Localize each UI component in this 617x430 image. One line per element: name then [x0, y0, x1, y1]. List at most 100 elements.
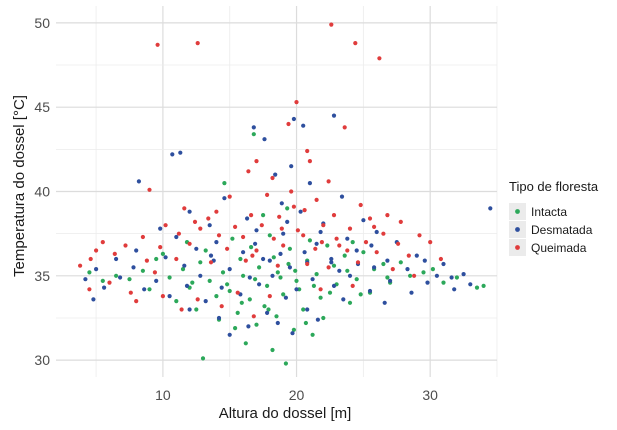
point-intacta: [247, 297, 252, 302]
point-queimada: [334, 236, 339, 241]
point-desmatada: [385, 258, 390, 263]
point-queimada: [94, 248, 99, 253]
point-desmatada: [374, 229, 379, 235]
point-intacta: [441, 280, 446, 285]
point-desmatada: [245, 216, 250, 221]
y-tick-label: 50: [34, 15, 50, 31]
legend-marker-intacta: [515, 209, 520, 214]
point-intacta: [321, 315, 326, 321]
point-desmatada: [254, 228, 259, 233]
point-intacta: [180, 267, 186, 272]
point-intacta: [266, 307, 271, 312]
point-queimada: [112, 251, 117, 256]
point-intacta: [286, 261, 291, 267]
point-desmatada: [310, 277, 315, 282]
legend: Tipo de floresta Intacta Desmatada Queimad…: [509, 179, 599, 256]
point-intacta: [203, 248, 208, 253]
point-desmatada: [452, 287, 457, 292]
point-queimada: [417, 233, 422, 238]
point-queimada: [390, 267, 395, 272]
point-desmatada: [216, 315, 222, 321]
point-queimada: [305, 261, 310, 267]
point-desmatada: [102, 285, 107, 290]
point-queimada: [235, 290, 240, 295]
point-queimada: [174, 256, 179, 262]
point-queimada: [438, 256, 443, 262]
point-queimada: [270, 175, 275, 181]
point-intacta: [241, 273, 246, 278]
point-desmatada: [253, 241, 258, 246]
point-intacta: [225, 282, 230, 287]
point-queimada: [318, 287, 323, 292]
point-intacta: [474, 285, 480, 290]
point-intacta: [294, 278, 299, 283]
point-desmatada: [449, 275, 454, 280]
point-intacta: [222, 181, 227, 186]
point-intacta: [114, 273, 119, 278]
point-intacta: [358, 292, 363, 297]
point-queimada: [140, 234, 145, 240]
point-intacta: [270, 347, 275, 353]
point-desmatada: [187, 209, 192, 214]
point-intacta: [350, 240, 355, 245]
point-queimada: [163, 223, 168, 228]
point-intacta: [214, 294, 219, 299]
point-desmatada: [461, 272, 466, 277]
point-queimada: [100, 240, 105, 245]
point-desmatada: [262, 137, 267, 142]
point-desmatada: [219, 285, 224, 290]
point-desmatada: [414, 253, 419, 258]
point-queimada: [345, 248, 350, 253]
point-intacta: [127, 277, 132, 282]
point-desmatada: [341, 297, 346, 302]
point-desmatada: [441, 261, 446, 267]
point-intacta: [230, 236, 235, 241]
point-desmatada: [158, 226, 163, 231]
point-desmatada: [273, 172, 278, 177]
point-desmatada: [405, 267, 410, 272]
y-axis-title: Temperatura do dossel [°C]: [11, 95, 28, 277]
point-queimada: [206, 216, 211, 221]
x-axis-title: Altura do dossel [m]: [219, 405, 352, 422]
point-desmatada: [83, 277, 88, 282]
point-queimada: [367, 216, 373, 221]
point-desmatada: [178, 150, 183, 155]
point-intacta: [227, 288, 232, 294]
point-intacta: [285, 206, 290, 211]
point-desmatada: [298, 209, 303, 214]
point-queimada: [289, 189, 294, 194]
point-desmatada: [270, 273, 275, 278]
point-desmatada: [488, 206, 493, 211]
point-desmatada: [251, 125, 256, 130]
point-desmatada: [289, 164, 294, 169]
point-queimada: [347, 226, 353, 231]
point-queimada: [302, 208, 307, 213]
point-queimada: [251, 314, 256, 319]
point-intacta: [381, 261, 386, 267]
point-queimada: [301, 233, 306, 238]
point-desmatada: [91, 297, 96, 302]
legend-label-intacta: Intacta: [531, 205, 567, 219]
point-intacta: [220, 270, 226, 275]
point-desmatada: [275, 320, 280, 326]
point-desmatada: [331, 113, 337, 118]
point-intacta: [140, 268, 145, 273]
point-queimada: [385, 213, 390, 218]
point-desmatada: [291, 116, 296, 122]
point-queimada: [176, 231, 181, 236]
point-intacta: [283, 361, 288, 366]
point-queimada: [350, 283, 355, 288]
point-intacta: [235, 310, 240, 315]
point-queimada: [286, 121, 291, 127]
point-intacta: [314, 272, 319, 277]
point-desmatada: [142, 287, 147, 292]
point-queimada: [243, 258, 248, 263]
point-desmatada: [283, 295, 288, 300]
point-desmatada: [265, 310, 270, 315]
point-desmatada: [278, 251, 283, 256]
point-queimada: [355, 260, 361, 265]
point-intacta: [331, 263, 337, 268]
point-desmatada: [382, 300, 387, 305]
point-intacta: [253, 277, 258, 282]
point-queimada: [233, 224, 238, 229]
